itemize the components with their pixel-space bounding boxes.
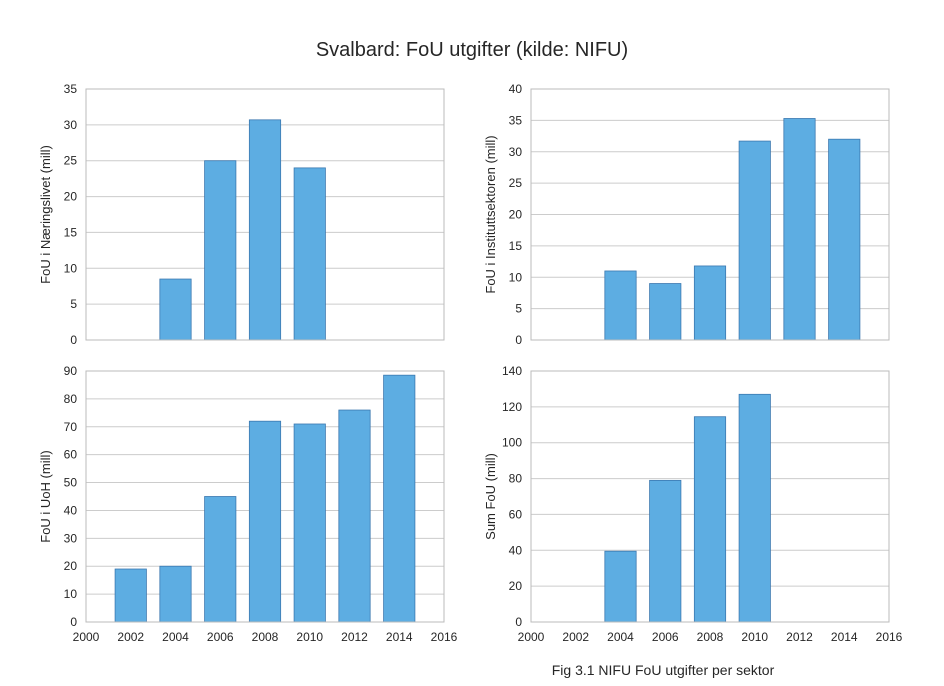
y-axis-label: Sum FoU (mill): [483, 453, 498, 540]
x-tick-label: 2000: [73, 630, 100, 644]
y-tick-label: 30: [64, 118, 78, 132]
plot-frame: [530, 88, 890, 341]
subplot-2: 0 5 10 15 20 25 30 35 40 FoU i Instituttsektoren …: [483, 82, 890, 347]
y-tick-label: 25: [64, 154, 78, 168]
x-tick-label: 2010: [741, 630, 768, 644]
y-tick-label: 80: [64, 392, 78, 406]
x-tick-label: 2016: [876, 630, 903, 644]
x-tick-label: 2002: [562, 630, 589, 644]
bar: [649, 479, 682, 623]
y-tick-label: 10: [64, 261, 78, 275]
y-tick-label: 25: [509, 176, 523, 190]
x-tick-label: 2006: [207, 630, 234, 644]
y-tick-label: 90: [64, 364, 78, 378]
y-tick-label: 40: [64, 503, 78, 517]
bar: [604, 550, 637, 623]
y-tick-label: 10: [64, 587, 78, 601]
x-tick-label: 2000: [518, 630, 545, 644]
y-tick-label: 20: [64, 190, 78, 204]
bar: [248, 119, 282, 341]
bar: [738, 140, 771, 341]
figure-title: Svalbard: FoU utgifter (kilde: NIFU): [316, 39, 628, 61]
y-tick-label: 0: [515, 333, 522, 347]
bar: [383, 374, 416, 623]
y-tick-label: 80: [509, 472, 523, 486]
y-tick-label: 20: [509, 579, 523, 593]
y-tick-label: 15: [64, 225, 78, 239]
x-tick-label: 2002: [117, 630, 144, 644]
x-tick-label: 2016: [431, 630, 458, 644]
bar: [649, 283, 682, 341]
y-tick-label: 50: [64, 476, 78, 490]
bar: [604, 270, 637, 341]
y-tick-label: 0: [70, 333, 77, 347]
y-tick-label: 30: [509, 145, 523, 159]
bar: [338, 409, 371, 623]
bar: [293, 167, 326, 341]
x-tick-label: 2014: [386, 630, 413, 644]
y-tick-label: 60: [509, 507, 523, 521]
bar: [204, 496, 237, 623]
y-tick-label: 35: [509, 113, 523, 127]
y-tick-label: 140: [502, 364, 522, 378]
bar: [248, 420, 282, 623]
bar: [738, 393, 771, 623]
y-axis-label: FoU i Instituttsektoren (mill): [483, 135, 498, 293]
y-tick-label: 5: [70, 297, 77, 311]
y-tick-label: 120: [502, 400, 522, 414]
y-tick-label: 10: [509, 270, 523, 284]
bar: [159, 278, 192, 341]
x-tick-label: 2012: [786, 630, 813, 644]
subplot-3: 0 10 20 30 40 50 60 70 80 90 2000 2002 2004 2006 2008 2…: [38, 364, 458, 644]
x-tick-label: 2012: [341, 630, 368, 644]
y-axis-label: FoU i Næringslivet (mill): [38, 145, 53, 284]
bar: [204, 160, 237, 341]
x-tick-label: 2014: [831, 630, 858, 644]
y-tick-label: 60: [64, 448, 78, 462]
y-axis-label: FoU i UoH (mill): [38, 450, 53, 542]
y-tick-label: 15: [509, 239, 523, 253]
x-tick-label: 2008: [697, 630, 724, 644]
figure-caption: Fig 3.1 NIFU FoU utgifter per sektor: [552, 662, 775, 678]
y-tick-label: 0: [70, 615, 77, 629]
bar: [159, 565, 192, 623]
bar: [693, 265, 727, 341]
y-tick-label: 30: [64, 531, 78, 545]
y-tick-label: 20: [64, 559, 78, 573]
bar: [783, 118, 816, 341]
bar: [114, 568, 147, 623]
y-tick-label: 40: [509, 82, 523, 96]
x-tick-label: 2008: [252, 630, 279, 644]
y-tick-label: 5: [515, 302, 522, 316]
bar: [293, 423, 326, 623]
y-tick-label: 70: [64, 420, 78, 434]
bar: [828, 138, 861, 341]
y-tick-label: 20: [509, 208, 523, 222]
y-tick-label: 0: [515, 615, 522, 629]
bar: [693, 416, 727, 623]
x-tick-label: 2006: [652, 630, 679, 644]
y-tick-label: 100: [502, 436, 522, 450]
y-tick-label: 35: [64, 82, 78, 96]
x-tick-label: 2010: [296, 630, 323, 644]
plot-frame: [530, 370, 890, 623]
x-tick-label: 2004: [162, 630, 189, 644]
x-tick-label: 2004: [607, 630, 634, 644]
subplot-4: 0 20 40 60 80 100 120 140 2000 2002 2004 2006 2008 20…: [483, 364, 903, 644]
subplot-1: 0 5 10 15 20 25 30 35 FoU i Næringslivet (mill): [38, 82, 445, 347]
y-tick-label: 40: [509, 543, 523, 557]
plot-frame: [85, 88, 445, 341]
plot-frame: [85, 370, 445, 623]
